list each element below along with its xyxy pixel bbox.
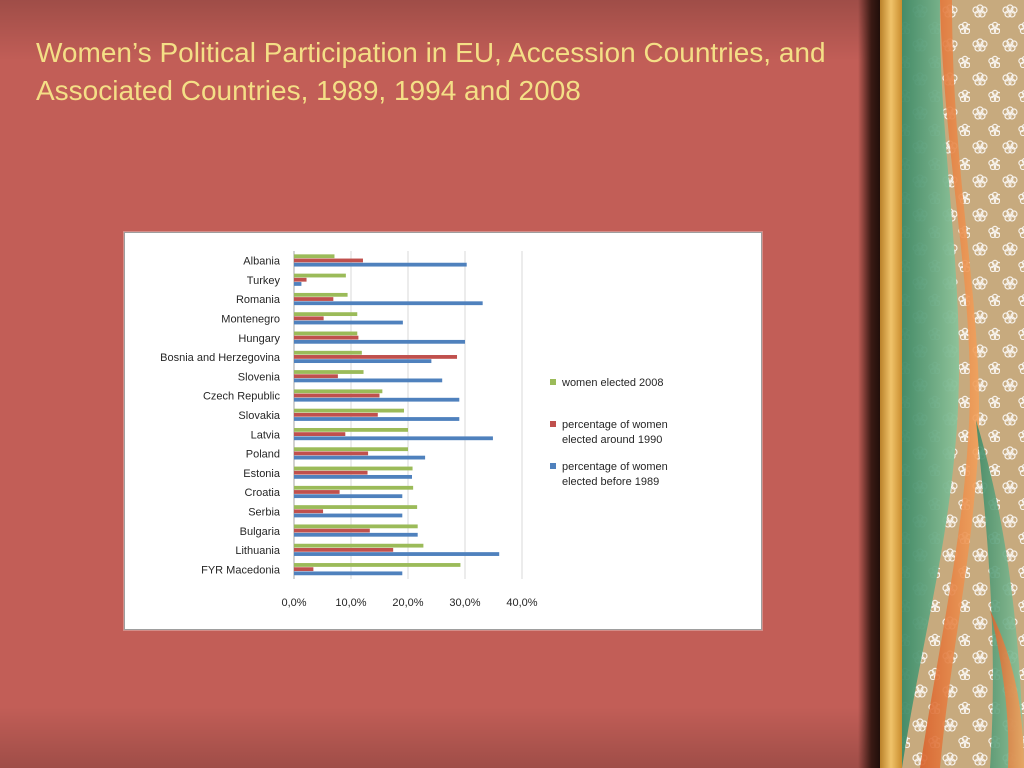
bar [294,455,426,460]
bar [294,513,403,518]
category-label: FYR Macedonia [201,564,281,576]
category-label: Serbia [248,506,281,518]
category-label: Albania [243,256,281,268]
bar [294,543,424,548]
x-tick-label: 40,0% [506,597,537,609]
bar [294,350,362,355]
bar [294,254,335,259]
bar [294,277,307,282]
bar [294,282,302,286]
bar [294,466,413,471]
category-label: Bosnia and Herzegovina [160,352,281,364]
bar [294,494,403,499]
bar [294,427,408,432]
legend-label: percentage of women [562,419,668,431]
bar [294,490,340,494]
bar [294,374,338,379]
category-label: Slovenia [238,371,281,383]
legend: women elected 2008 percentage of women ele… [550,377,668,488]
bar [294,312,358,317]
bar [294,273,346,278]
x-tick-label: 30,0% [449,597,480,609]
bar [294,408,405,413]
bar [294,335,359,340]
legend-swatch [550,379,556,385]
bar [294,563,461,567]
bar [294,397,460,402]
legend-label: elected before 1989 [562,476,659,488]
bar [294,378,443,383]
bar [294,301,483,306]
bar [294,567,314,572]
bar [294,355,458,359]
bar [294,571,403,576]
bar-chart: Albania Turkey Romania Montenegro Hungary Bos… [160,251,668,609]
category-label: Lithuania [235,545,281,557]
chart-panel: Albania Turkey Romania Montenegro Hungary Bos… [124,232,762,630]
category-label: Hungary [238,333,280,345]
legend-label: percentage of women [562,461,668,473]
bar [294,474,412,479]
bars [294,254,500,576]
bar [294,451,369,456]
category-label: Turkey [247,275,281,287]
bar [294,432,346,436]
category-label: Montenegro [221,314,280,326]
decorative-floral-border [880,0,1024,768]
bar [294,339,465,344]
bar [294,528,370,533]
bar [294,316,324,321]
x-axis-tick-labels: 0,0% 10,0% 20,0% 30,0% 40,0% [281,597,537,609]
category-label: Poland [246,449,280,461]
bar [294,470,368,475]
x-tick-label: 0,0% [281,597,306,609]
slide-title: Women’s Political Participation in EU, A… [36,37,826,106]
bar [294,547,394,552]
legend-swatch [550,463,556,469]
bar [294,370,364,374]
decorative-dark-edge [858,0,882,768]
bar [294,417,460,421]
bar [294,505,418,509]
category-label: Latvia [251,429,281,441]
bar [294,552,500,556]
category-label: Slovakia [238,410,280,422]
legend-label: elected around 1990 [562,434,662,446]
bar [294,524,418,529]
bar [294,320,403,325]
category-labels: Albania Turkey Romania Montenegro Hungary Bos… [160,256,281,577]
bar [294,389,383,394]
category-label: Romania [236,294,281,306]
category-label: Bulgaria [240,526,281,538]
bar [294,292,348,297]
bar [294,331,358,336]
bar [294,532,418,537]
bar [294,485,414,490]
bar [294,436,493,441]
bar [294,447,408,452]
legend-swatch [550,421,556,427]
bar [294,262,467,267]
category-label: Estonia [243,468,281,480]
bar [294,412,378,417]
bar [294,297,334,301]
bar [294,258,363,263]
category-label: Czech Republic [203,391,281,403]
bar [294,359,432,364]
x-tick-label: 10,0% [335,597,366,609]
bar [294,393,380,398]
category-label: Croatia [245,487,281,499]
bar [294,509,324,514]
legend-label: women elected 2008 [561,377,664,389]
x-tick-label: 20,0% [392,597,423,609]
